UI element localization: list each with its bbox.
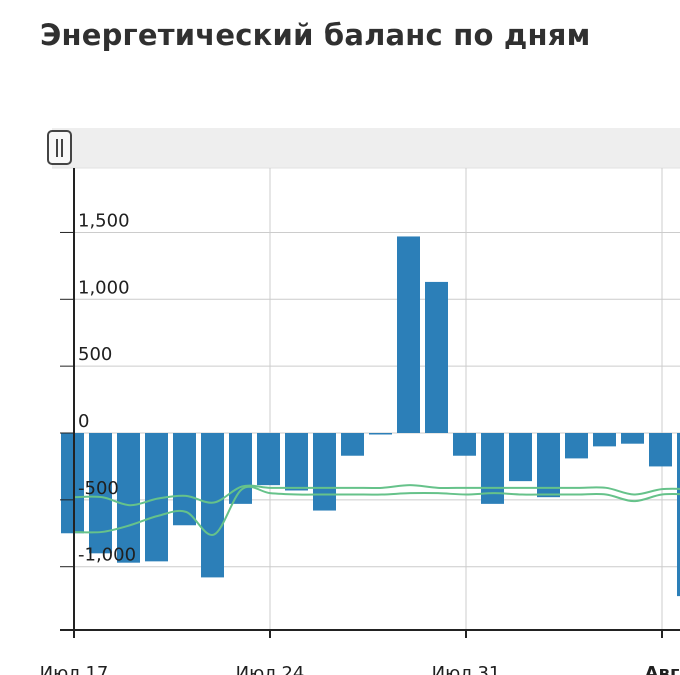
bar-day-16 [509,433,532,482]
bar-day-17 [537,433,560,498]
bar-day-0 [61,433,84,534]
bar-day-20 [621,433,644,444]
x-tick-label-1: Июл 24 [236,663,305,675]
scrollbar-track[interactable] [52,128,680,168]
x-tick-label-3: Авг [645,663,680,675]
bar-day-7 [257,433,280,486]
bar-day-6 [229,433,252,504]
bar-day-19 [593,433,616,447]
y-tick-label-0: 1,500 [78,210,130,231]
x-tick-labels: Июл 17 Июл 24 Июл 31 Авг [40,663,680,675]
line-series [73,484,680,536]
bar-day-22 [677,433,680,597]
bar-day-13 [425,281,448,433]
y-tick-labels: 1,500 1,000 500 0 -500 -1,000 [78,210,136,565]
y-tick-label-4: -500 [78,478,119,499]
bar-day-10 [341,433,364,456]
bar-day-14 [453,433,476,456]
x-tick-label-0: Июл 17 [40,663,109,675]
bar-day-4 [173,433,196,526]
y-tick-label-1: 1,000 [78,277,130,298]
x-tick-label-2: Июл 31 [432,663,501,675]
y-tick-label-2: 500 [78,344,112,365]
bar-day-1 [89,433,112,554]
trend-line-1 [73,485,680,536]
bar-day-2 [117,433,140,563]
y-tick-label-5: -1,000 [78,545,136,566]
bar-day-3 [145,433,168,562]
bar-day-18 [565,433,588,459]
bar-day-21 [649,433,672,467]
chart-title: Энергетический баланс по дням [40,18,591,52]
bar-day-11 [369,433,392,435]
scrollbar-handle-body[interactable] [47,130,72,165]
trend-line-0 [73,484,680,507]
bar-day-9 [313,433,336,511]
bar-day-5 [201,433,224,578]
axes [60,168,680,638]
y-tick-label-3: 0 [78,411,89,432]
bar-day-8 [285,433,308,491]
bar-day-12 [397,236,420,433]
bar-day-15 [481,433,504,504]
scrollbar-handle[interactable] [47,130,72,165]
bar-series [61,236,680,597]
